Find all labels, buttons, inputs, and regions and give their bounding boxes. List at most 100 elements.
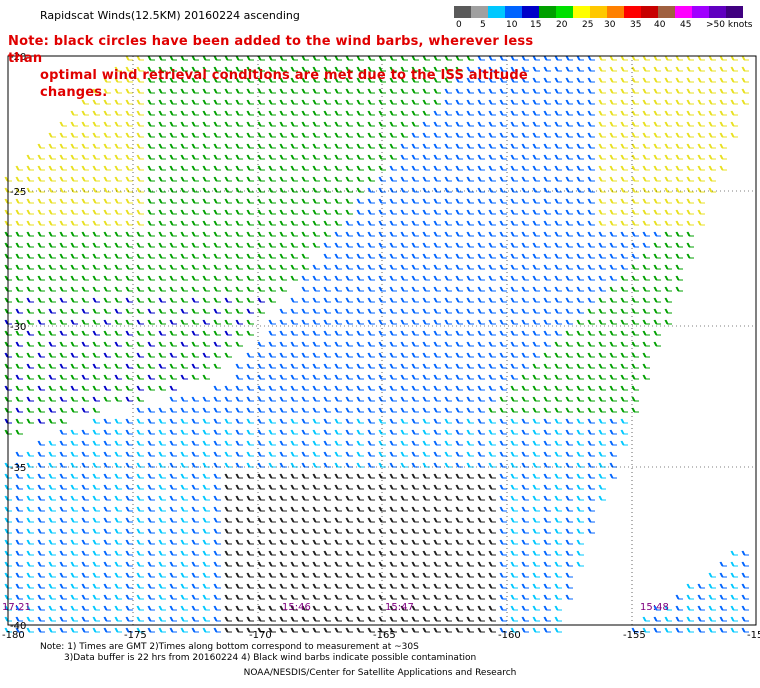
wind-barb [180, 506, 188, 512]
wind-barb [488, 297, 496, 303]
wind-barb [37, 440, 45, 446]
wind-barb [70, 473, 78, 479]
wind-barb [125, 572, 133, 578]
wind-barb [488, 396, 496, 402]
wind-barb [367, 99, 375, 105]
wind-barb [664, 165, 672, 171]
wind-barb [356, 330, 364, 336]
wind-barb [279, 473, 287, 479]
wind-barb [389, 407, 397, 413]
wind-barb [521, 429, 529, 435]
wind-barb [598, 220, 606, 226]
wind-barb [565, 539, 573, 545]
wind-barb [191, 616, 199, 622]
wind-barb [59, 495, 67, 501]
wind-barb [169, 352, 177, 358]
wind-barb [147, 198, 155, 204]
wind-barb [620, 88, 628, 94]
wind-barb [92, 99, 100, 105]
wind-barb [136, 440, 144, 446]
wind-barb [400, 154, 408, 160]
wind-barb [191, 319, 199, 325]
wind-barb [609, 319, 617, 325]
wind-barb [323, 242, 331, 248]
wind-barb [565, 594, 573, 600]
wind-barb [730, 132, 738, 138]
wind-barb [400, 297, 408, 303]
wind-barb [15, 396, 23, 402]
wind-barb [290, 330, 298, 336]
wind-barb [477, 594, 485, 600]
wind-barb [345, 517, 353, 523]
wind-barb [224, 484, 232, 490]
wind-barb [147, 77, 155, 83]
wind-barb [433, 99, 441, 105]
wind-barb [598, 462, 606, 468]
wind-barb [202, 506, 210, 512]
wind-barb [158, 506, 166, 512]
wind-barb [279, 143, 287, 149]
wind-barb [92, 451, 100, 457]
wind-barb [257, 132, 265, 138]
wind-barb [433, 418, 441, 424]
wind-barb [147, 132, 155, 138]
wind-barb [477, 253, 485, 259]
wind-barb [455, 495, 463, 501]
wind-barb [400, 583, 408, 589]
wind-barb [433, 407, 441, 413]
wind-barb [345, 165, 353, 171]
wind-barb [609, 253, 617, 259]
wind-barb [433, 264, 441, 270]
wind-barb [598, 242, 606, 248]
wind-barb [257, 198, 265, 204]
wind-barb [356, 572, 364, 578]
wind-barb [543, 418, 551, 424]
wind-barb [334, 132, 342, 138]
wind-barb [367, 506, 375, 512]
wind-barb [587, 132, 595, 138]
wind-barb [180, 209, 188, 215]
wind-barb [356, 110, 364, 116]
wind-barb [147, 308, 155, 314]
wind-barb [147, 594, 155, 600]
wind-barb [356, 143, 364, 149]
wind-barb [455, 594, 463, 600]
wind-barb [389, 176, 397, 182]
wind-barb [400, 539, 408, 545]
wind-barb [191, 110, 199, 116]
wind-barb [147, 473, 155, 479]
wind-barb [499, 220, 507, 226]
wind-barb [334, 396, 342, 402]
wind-barb [576, 66, 584, 72]
wind-barb [543, 55, 551, 61]
wind-barb [510, 286, 518, 292]
wind-barb [730, 627, 738, 633]
wind-barb [455, 297, 463, 303]
wind-barb [81, 528, 89, 534]
wind-barb [532, 462, 540, 468]
wind-barb [477, 418, 485, 424]
wind-barb [246, 231, 254, 237]
wind-barb [59, 297, 67, 303]
wind-barb [631, 231, 639, 237]
wind-barb [389, 363, 397, 369]
wind-barb [411, 264, 419, 270]
wind-barb [422, 429, 430, 435]
wind-barb [477, 209, 485, 215]
wind-barb [543, 352, 551, 358]
wind-barb [345, 66, 353, 72]
scale-labels: 0 5 10 15 20 25 30 35 40 45 >50 knots [454, 18, 753, 32]
wind-barb [444, 605, 452, 611]
wind-barb [455, 561, 463, 567]
wind-barb [697, 176, 705, 182]
wind-barb [433, 594, 441, 600]
wind-barb [59, 198, 67, 204]
wind-barb [356, 484, 364, 490]
wind-barb [37, 242, 45, 248]
wind-barb [279, 429, 287, 435]
wind-barb [367, 165, 375, 171]
wind-barb [576, 242, 584, 248]
wind-barb [147, 539, 155, 545]
wind-barb [400, 374, 408, 380]
wind-barb [180, 440, 188, 446]
